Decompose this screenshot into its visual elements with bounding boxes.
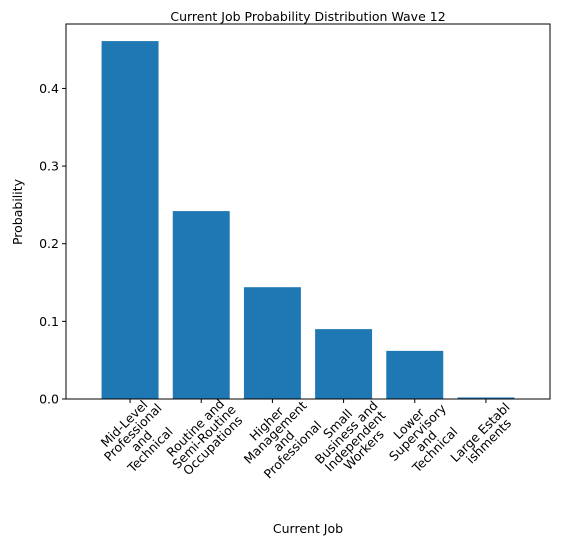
y-tick-label-2: 0.2 bbox=[39, 236, 59, 251]
bar-5 bbox=[457, 397, 515, 399]
bar-3 bbox=[315, 329, 373, 399]
chart-title: Current Job Probability Distribution Wav… bbox=[170, 9, 445, 24]
bar-1 bbox=[172, 211, 230, 399]
bar-4 bbox=[386, 350, 444, 399]
bar-2 bbox=[243, 287, 301, 399]
bar-0 bbox=[101, 41, 159, 399]
y-axis-label: Probability bbox=[10, 178, 25, 245]
y-axis: 0.0 0.1 0.2 0.3 0.4 bbox=[39, 81, 66, 407]
y-tick-label-4: 0.4 bbox=[39, 81, 59, 96]
plot-frame bbox=[65, 23, 551, 400]
plot-area bbox=[101, 41, 515, 399]
y-tick-label-0: 0.0 bbox=[39, 392, 59, 407]
y-tick-label-3: 0.3 bbox=[39, 159, 59, 174]
y-tick-label-1: 0.1 bbox=[39, 314, 59, 329]
x-axis-label: Current Job bbox=[273, 521, 343, 536]
